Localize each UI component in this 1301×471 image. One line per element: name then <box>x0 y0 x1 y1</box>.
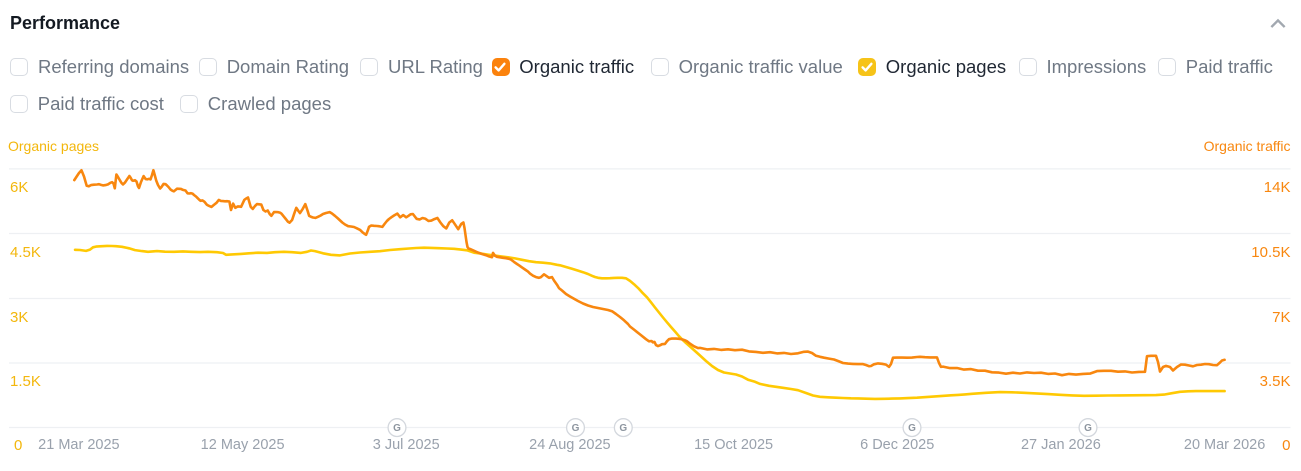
svg-text:G: G <box>619 423 627 434</box>
svg-text:G: G <box>393 423 401 434</box>
svg-text:G: G <box>908 423 916 434</box>
svg-text:G: G <box>1084 423 1092 434</box>
svg-text:G: G <box>572 423 580 434</box>
